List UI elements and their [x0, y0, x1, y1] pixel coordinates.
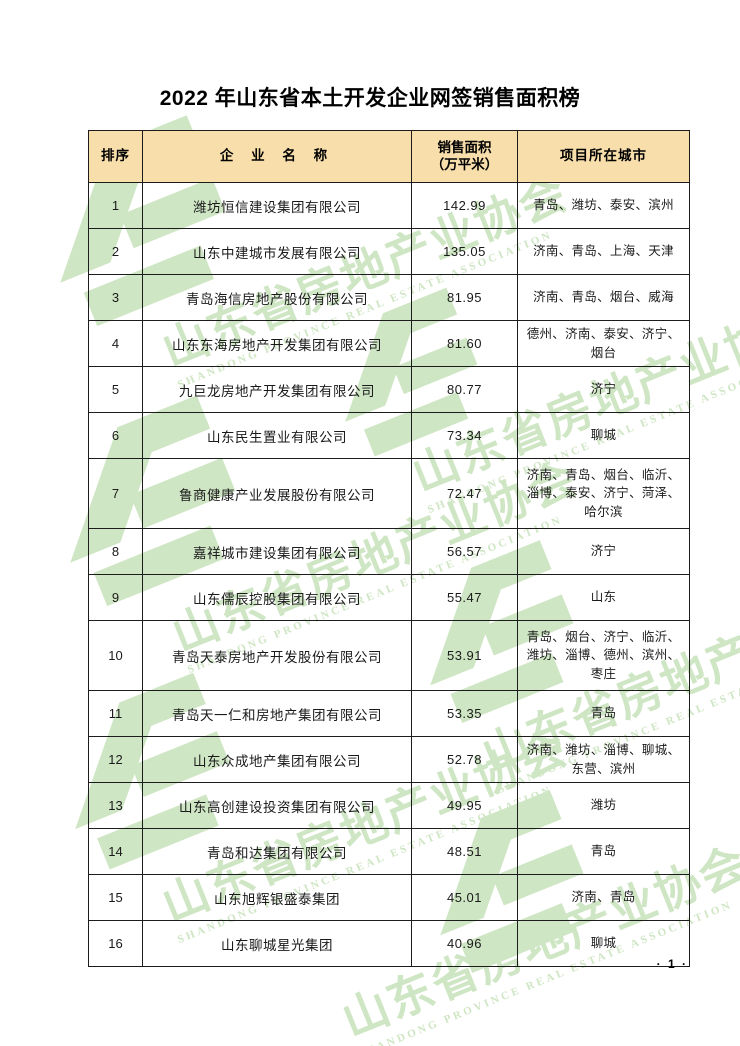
- cell-company-name: 潍坊恒信建设集团有限公司: [142, 182, 412, 229]
- cell-rank: 6: [88, 412, 143, 459]
- cell-sales-area: 45.01: [411, 874, 518, 921]
- table-row: 5 九巨龙房地产开发集团有限公司 80.77 济宁: [88, 366, 690, 413]
- cell-company-name: 山东高创建设投资集团有限公司: [142, 782, 412, 829]
- cell-rank: 1: [88, 182, 143, 229]
- cell-sales-area: 55.47: [411, 574, 518, 621]
- cell-sales-area: 53.35: [411, 690, 518, 737]
- cell-project-cities: 青岛: [517, 690, 690, 737]
- table-header: 排序 企 业 名 称 销售面积 （万平米） 项目所在城市: [88, 130, 690, 183]
- table-row: 2 山东中建城市发展有限公司 135.05 济南、青岛、上海、天津: [88, 228, 690, 275]
- cell-sales-area: 81.95: [411, 274, 518, 321]
- table-header-row: 排序 企 业 名 称 销售面积 （万平米） 项目所在城市: [88, 130, 690, 183]
- cell-company-name: 青岛天一仁和房地产集团有限公司: [142, 690, 412, 737]
- cell-project-cities: 济南、青岛、烟台、威海: [517, 274, 690, 321]
- column-header-sales-area-line2: （万平米）: [430, 156, 499, 172]
- cell-rank: 15: [88, 874, 143, 921]
- cell-rank: 13: [88, 782, 143, 829]
- cell-company-name: 青岛天泰房地产开发股份有限公司: [142, 620, 412, 691]
- cell-company-name: 九巨龙房地产开发集团有限公司: [142, 366, 412, 413]
- cell-company-name: 山东民生置业有限公司: [142, 412, 412, 459]
- page-number: · 1 ·: [656, 957, 688, 971]
- table-row: 9 山东儒辰控股集团有限公司 55.47 山东: [88, 574, 690, 621]
- cell-sales-area: 48.51: [411, 828, 518, 875]
- column-header-project-cities: 项目所在城市: [517, 130, 690, 183]
- cell-rank: 9: [88, 574, 143, 621]
- cell-company-name: 山东儒辰控股集团有限公司: [142, 574, 412, 621]
- cell-sales-area: 73.34: [411, 412, 518, 459]
- cell-rank: 3: [88, 274, 143, 321]
- cell-project-cities: 济南、青岛、上海、天津: [517, 228, 690, 275]
- cell-rank: 12: [88, 736, 143, 783]
- table-row: 16 山东聊城星光集团 40.96 聊城: [88, 920, 690, 967]
- cell-rank: 8: [88, 528, 143, 575]
- cell-rank: 11: [88, 690, 143, 737]
- cell-company-name: 山东众成地产集团有限公司: [142, 736, 412, 783]
- cell-company-name: 嘉祥城市建设集团有限公司: [142, 528, 412, 575]
- cell-rank: 16: [88, 920, 143, 967]
- cell-company-name: 青岛海信房地产股份有限公司: [142, 274, 412, 321]
- cell-company-name: 山东东海房地产开发集团有限公司: [142, 320, 412, 367]
- cell-sales-area: 56.57: [411, 528, 518, 575]
- column-header-company-name: 企 业 名 称: [142, 130, 412, 183]
- cell-sales-area: 81.60: [411, 320, 518, 367]
- table-body: 1 潍坊恒信建设集团有限公司 142.99 青岛、潍坊、泰安、滨州 2 山东中建城市发展有…: [88, 182, 690, 967]
- cell-rank: 10: [88, 620, 143, 691]
- cell-rank: 2: [88, 228, 143, 275]
- cell-project-cities: 青岛: [517, 828, 690, 875]
- cell-company-name: 山东中建城市发展有限公司: [142, 228, 412, 275]
- cell-project-cities: 济南、青岛、烟台、临沂、淄博、泰安、济宁、菏泽、哈尔滨: [517, 458, 690, 529]
- cell-project-cities: 青岛、烟台、济宁、临沂、潍坊、淄博、德州、滨州、枣庄: [517, 620, 690, 691]
- cell-rank: 4: [88, 320, 143, 367]
- cell-sales-area: 53.91: [411, 620, 518, 691]
- column-header-sales-area-line1: 销售面积: [437, 139, 492, 155]
- column-header-sales-area: 销售面积 （万平米）: [411, 130, 518, 183]
- table-row: 10 青岛天泰房地产开发股份有限公司 53.91 青岛、烟台、济宁、临沂、潍坊、淄博、…: [88, 620, 690, 691]
- cell-project-cities: 聊城: [517, 412, 690, 459]
- cell-company-name: 青岛和达集团有限公司: [142, 828, 412, 875]
- cell-project-cities: 山东: [517, 574, 690, 621]
- cell-company-name: 鲁商健康产业发展股份有限公司: [142, 458, 412, 529]
- cell-sales-area: 49.95: [411, 782, 518, 829]
- cell-sales-area: 72.47: [411, 458, 518, 529]
- cell-company-name: 山东聊城星光集团: [142, 920, 412, 967]
- table-row: 6 山东民生置业有限公司 73.34 聊城: [88, 412, 690, 459]
- cell-project-cities: 青岛、潍坊、泰安、滨州: [517, 182, 690, 229]
- page-title: 2022 年山东省本土开发企业网签销售面积榜: [159, 87, 581, 110]
- table-row: 3 青岛海信房地产股份有限公司 81.95 济南、青岛、烟台、威海: [88, 274, 690, 321]
- table-row: 8 嘉祥城市建设集团有限公司 56.57 济宁: [88, 528, 690, 575]
- table-row: 12 山东众成地产集团有限公司 52.78 济南、潍坊、淄博、聊城、东营、滨州: [88, 736, 690, 783]
- cell-rank: 5: [88, 366, 143, 413]
- cell-sales-area: 52.78: [411, 736, 518, 783]
- table-row: 14 青岛和达集团有限公司 48.51 青岛: [88, 828, 690, 875]
- cell-project-cities: 济宁: [517, 366, 690, 413]
- cell-project-cities: 德州、济南、泰安、济宁、烟台: [517, 320, 690, 367]
- cell-rank: 7: [88, 458, 143, 529]
- column-header-rank: 排序: [88, 130, 143, 183]
- cell-project-cities: 潍坊: [517, 782, 690, 829]
- cell-project-cities: 济南、青岛: [517, 874, 690, 921]
- cell-project-cities: 济宁: [517, 528, 690, 575]
- cell-sales-area: 40.96: [411, 920, 518, 967]
- table-row: 4 山东东海房地产开发集团有限公司 81.60 德州、济南、泰安、济宁、烟台: [88, 320, 690, 367]
- table-row: 1 潍坊恒信建设集团有限公司 142.99 青岛、潍坊、泰安、滨州: [88, 182, 690, 229]
- cell-sales-area: 135.05: [411, 228, 518, 275]
- ranking-table: 排序 企 业 名 称 销售面积 （万平米） 项目所在城市 1 潍坊恒信建设集团有限…: [88, 130, 690, 967]
- cell-company-name: 山东旭辉银盛泰集团: [142, 874, 412, 921]
- table-row: 15 山东旭辉银盛泰集团 45.01 济南、青岛: [88, 874, 690, 921]
- table-row: 13 山东高创建设投资集团有限公司 49.95 潍坊: [88, 782, 690, 829]
- table-row: 11 青岛天一仁和房地产集团有限公司 53.35 青岛: [88, 690, 690, 737]
- cell-rank: 14: [88, 828, 143, 875]
- cell-sales-area: 80.77: [411, 366, 518, 413]
- table-row: 7 鲁商健康产业发展股份有限公司 72.47 济南、青岛、烟台、临沂、淄博、泰安、济宁…: [88, 458, 690, 529]
- cell-project-cities: 济南、潍坊、淄博、聊城、东营、滨州: [517, 736, 690, 783]
- cell-sales-area: 142.99: [411, 182, 518, 229]
